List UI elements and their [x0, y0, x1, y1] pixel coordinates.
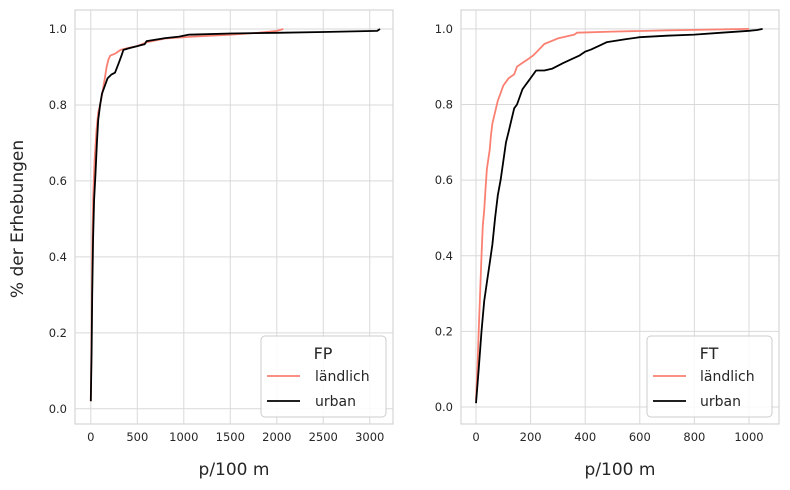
legend-label-laendlich: ländlich: [700, 369, 755, 385]
legend: FP ländlich urban: [260, 335, 387, 418]
x-tick-label: 1000: [169, 430, 198, 444]
x-tick-label: 0: [87, 430, 94, 444]
legend-title: FT: [700, 344, 719, 363]
x-tick-label: 2500: [309, 430, 338, 444]
y-tick-label: 0.0: [435, 400, 453, 414]
y-tick-label: 0.2: [435, 324, 453, 338]
x-axis-label: p/100 m: [199, 460, 270, 480]
series-group: [475, 28, 763, 404]
legend: FT ländlich urban: [646, 335, 773, 418]
series-line-urban: [475, 28, 763, 404]
y-tick-label: 0.2: [49, 326, 67, 340]
legend-box: [646, 335, 773, 418]
chart-panel-fp: 0 500 1000 1500 2000 2500 3000 0.0 0.2 0.4 0.6 0.8…: [49, 9, 394, 480]
legend-label-urban: urban: [315, 394, 356, 410]
y-tick-label: 1.0: [435, 22, 453, 36]
y-axis-label: % der Erhebungen: [8, 140, 28, 298]
x-tick-label: 400: [574, 430, 596, 444]
x-tick-label: 3000: [355, 430, 384, 444]
legend-label-urban: urban: [700, 394, 741, 410]
y-tick-label: 0.0: [49, 402, 67, 416]
x-tick-label: 200: [520, 430, 542, 444]
series-line-laendlich: [475, 28, 750, 400]
x-axis-label: p/100 m: [585, 460, 656, 480]
legend-title: FP: [314, 344, 333, 363]
chart-panel-ft: 0 200 400 600 800 1000 0.0 0.2 0.4 0.6 0.8 1.0 p/1…: [435, 9, 780, 480]
series-line-urban: [89, 28, 381, 402]
x-tick-label: 2000: [262, 430, 291, 444]
legend-label-laendlich: ländlich: [315, 369, 370, 385]
x-tick-label: 600: [629, 430, 651, 444]
x-tick-labels: 0 500 1000 1500 2000 2500 3000: [87, 430, 384, 444]
y-tick-labels: 0.0 0.2 0.4 0.6 0.8 1.0: [49, 22, 67, 416]
x-tick-label: 500: [126, 430, 148, 444]
y-tick-label: 0.4: [435, 249, 453, 263]
y-tick-label: 0.6: [49, 174, 67, 188]
x-tick-label: 800: [683, 430, 705, 444]
x-tick-labels: 0 200 400 600 800 1000: [472, 430, 763, 444]
y-tick-label: 0.4: [49, 250, 67, 264]
series-group: [89, 28, 381, 402]
y-tick-labels: 0.0 0.2 0.4 0.6 0.8 1.0: [435, 22, 453, 414]
legend-box: [260, 335, 387, 418]
x-tick-label: 1500: [216, 430, 245, 444]
x-tick-label: 1000: [734, 430, 763, 444]
series-line-laendlich: [89, 28, 284, 402]
y-tick-label: 0.8: [435, 98, 453, 112]
x-tick-label: 0: [472, 430, 479, 444]
y-tick-label: 0.6: [435, 173, 453, 187]
y-tick-label: 0.8: [49, 98, 67, 112]
y-tick-label: 1.0: [49, 22, 67, 36]
